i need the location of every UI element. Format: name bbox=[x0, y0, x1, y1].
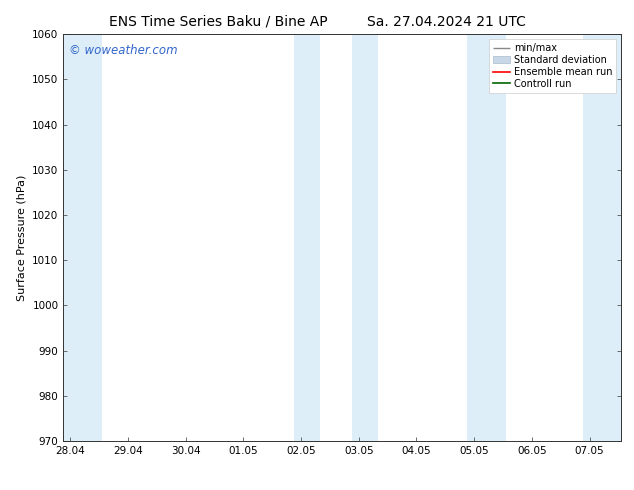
Bar bbox=[352, 34, 378, 441]
Bar bbox=[294, 34, 320, 441]
Text: ENS Time Series Baku / Bine AP         Sa. 27.04.2024 21 UTC: ENS Time Series Baku / Bine AP Sa. 27.04… bbox=[108, 15, 526, 29]
Text: © woweather.com: © woweather.com bbox=[69, 45, 178, 57]
Bar bbox=[467, 34, 506, 441]
Bar bbox=[63, 34, 102, 441]
Y-axis label: Surface Pressure (hPa): Surface Pressure (hPa) bbox=[16, 174, 27, 301]
Bar bbox=[583, 34, 621, 441]
Legend: min/max, Standard deviation, Ensemble mean run, Controll run: min/max, Standard deviation, Ensemble me… bbox=[489, 39, 616, 93]
